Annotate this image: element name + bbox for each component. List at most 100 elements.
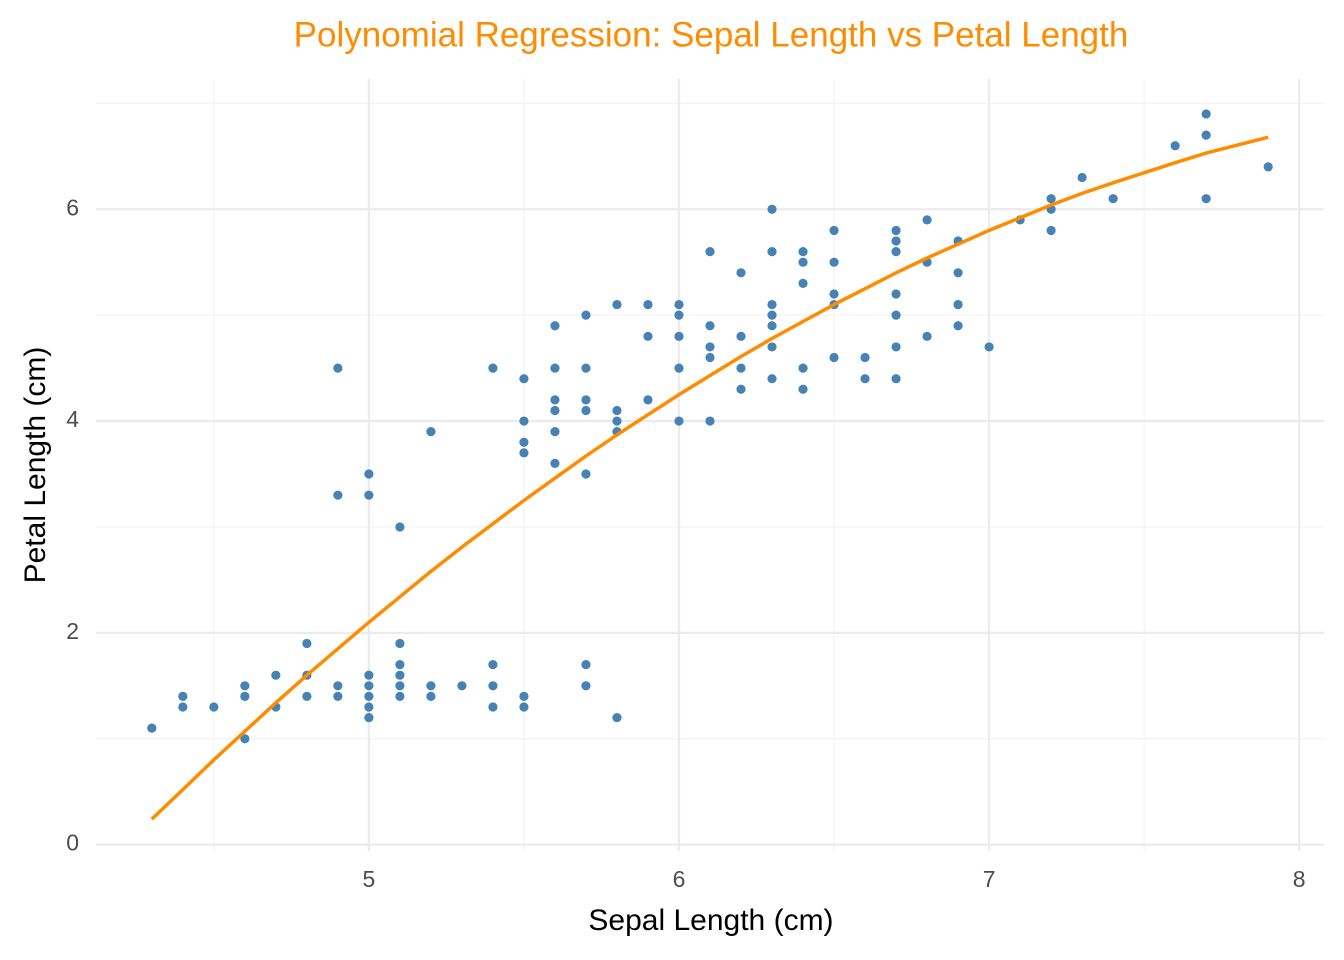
data-point — [798, 363, 808, 373]
data-point — [426, 681, 436, 691]
data-point — [426, 427, 436, 437]
data-point — [1108, 194, 1118, 204]
data-point — [240, 734, 250, 744]
data-point — [860, 374, 870, 384]
data-point — [891, 289, 901, 299]
data-point — [798, 257, 808, 267]
chart-title: Polynomial Regression: Sepal Length vs P… — [294, 15, 1129, 54]
data-point — [333, 681, 343, 691]
data-point — [798, 384, 808, 394]
data-point — [209, 702, 219, 712]
data-point — [550, 405, 560, 416]
data-point — [240, 681, 250, 691]
data-point — [798, 247, 808, 257]
data-point — [891, 310, 901, 320]
data-point — [488, 681, 498, 691]
data-point — [612, 299, 622, 310]
data-point — [147, 723, 157, 733]
x-axis-label: Sepal Length (cm) — [588, 904, 833, 937]
data-point — [953, 268, 963, 278]
data-point — [550, 395, 560, 405]
data-point — [426, 691, 436, 701]
data-point — [364, 702, 374, 712]
y-tick-label: 4 — [66, 406, 79, 432]
data-point — [767, 299, 777, 310]
data-point — [829, 352, 839, 363]
data-point — [271, 670, 281, 680]
data-point — [302, 691, 312, 701]
data-point — [519, 448, 529, 458]
data-point — [581, 363, 591, 373]
data-point — [550, 458, 560, 469]
data-point — [891, 342, 901, 352]
data-point — [736, 268, 746, 278]
data-point — [891, 236, 901, 246]
data-point — [395, 638, 405, 649]
data-point — [178, 702, 188, 712]
data-point — [333, 363, 343, 373]
x-tick-label: 5 — [362, 866, 375, 892]
data-point — [643, 395, 653, 405]
data-point — [1046, 194, 1056, 204]
data-point — [581, 681, 591, 691]
data-point — [829, 289, 839, 299]
data-point — [674, 310, 684, 320]
data-point — [984, 342, 994, 352]
data-point — [798, 278, 808, 288]
data-point — [550, 321, 560, 331]
data-point — [705, 247, 715, 257]
data-point — [333, 691, 343, 701]
data-point — [1201, 194, 1211, 204]
data-point — [643, 299, 653, 310]
data-point — [612, 405, 622, 416]
y-tick-label: 0 — [66, 830, 79, 856]
data-point — [364, 681, 374, 691]
data-point — [891, 247, 901, 257]
y-tick-label: 6 — [66, 194, 79, 220]
data-point — [767, 342, 777, 352]
x-tick-label: 7 — [983, 866, 996, 892]
data-point — [767, 204, 777, 214]
data-point — [767, 247, 777, 257]
data-point — [705, 416, 715, 426]
data-point — [891, 225, 901, 236]
data-point — [581, 395, 591, 405]
data-point — [1077, 172, 1087, 183]
data-point — [364, 670, 374, 680]
data-point — [922, 331, 932, 341]
data-point — [395, 681, 405, 691]
data-point — [767, 374, 777, 384]
data-point — [364, 490, 374, 500]
data-point — [302, 638, 312, 649]
data-point — [674, 299, 684, 310]
data-point — [519, 702, 529, 712]
data-point — [364, 691, 374, 701]
data-point — [705, 342, 715, 352]
data-point — [891, 374, 901, 384]
data-point — [395, 522, 405, 532]
data-point — [829, 225, 839, 236]
data-point — [674, 363, 684, 373]
data-point — [767, 321, 777, 331]
data-point — [612, 712, 622, 723]
data-point — [643, 331, 653, 341]
data-point — [860, 352, 870, 363]
y-axis-label: Petal Length (cm) — [19, 347, 52, 584]
data-point — [1201, 130, 1211, 140]
data-point — [767, 310, 777, 320]
data-point — [1201, 109, 1211, 119]
data-point — [519, 691, 529, 701]
data-point — [457, 681, 467, 691]
data-point — [550, 363, 560, 373]
data-point — [178, 691, 188, 701]
y-tick-label: 2 — [66, 618, 79, 644]
data-point — [550, 427, 560, 437]
data-point — [736, 331, 746, 341]
data-point — [736, 384, 746, 394]
data-point — [488, 660, 498, 670]
data-point — [953, 321, 963, 331]
data-point — [395, 670, 405, 680]
data-point — [705, 321, 715, 331]
data-point — [519, 374, 529, 384]
